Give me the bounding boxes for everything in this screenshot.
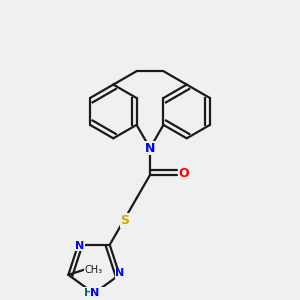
Text: S: S [120, 214, 129, 227]
Text: N: N [75, 241, 84, 251]
Text: CH₃: CH₃ [85, 265, 103, 275]
Text: H: H [84, 288, 93, 298]
Text: O: O [178, 167, 189, 180]
Text: N: N [116, 268, 125, 278]
Text: N: N [145, 142, 155, 154]
Text: N: N [90, 288, 100, 298]
